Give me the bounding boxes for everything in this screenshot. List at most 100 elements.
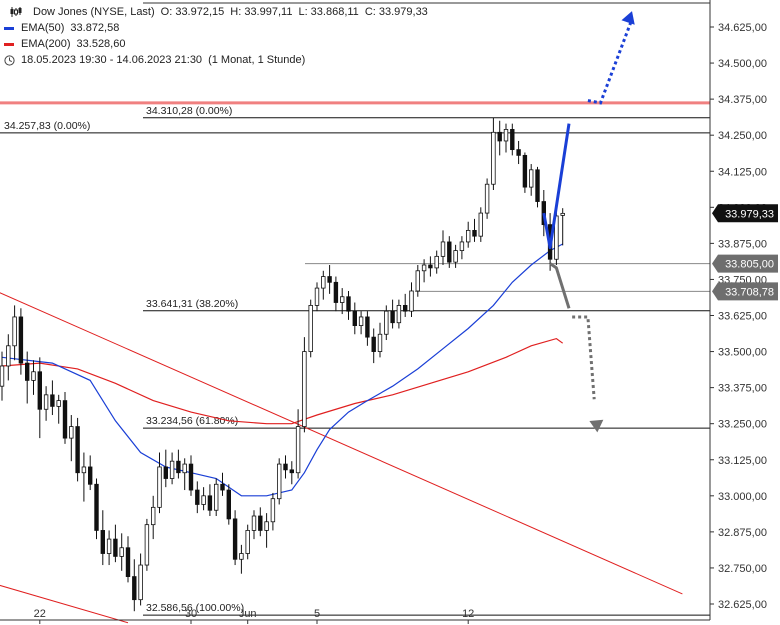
trendline <box>0 584 129 624</box>
candle <box>220 472 225 496</box>
candle <box>24 351 30 404</box>
candle <box>56 394 61 424</box>
candle <box>276 458 282 505</box>
candle <box>100 510 105 566</box>
candle-body <box>157 466 162 508</box>
candle <box>321 270 326 300</box>
y-tick-label: 32.625,00 <box>718 599 767 611</box>
legend-title: Dow Jones (NYSE, Last) <box>33 6 155 18</box>
bull-scenario-solid <box>542 123 571 250</box>
candle <box>264 513 269 548</box>
candle <box>207 484 213 517</box>
candlestick-icon <box>10 7 24 17</box>
y-tick-label: 32.875,00 <box>718 527 767 539</box>
candle <box>428 256 433 277</box>
candle <box>75 417 80 482</box>
candle <box>6 334 11 381</box>
legend-ema200-row: EMA(200) 33.528,60 <box>4 36 428 52</box>
candle-body <box>31 371 36 381</box>
price-tag-text: 33.979,33 <box>725 208 774 220</box>
candle <box>195 481 200 514</box>
candle-body <box>24 362 30 381</box>
candle-body <box>6 345 11 367</box>
candle-body <box>12 316 17 347</box>
candle-body <box>314 287 320 306</box>
candle-body <box>421 264 427 272</box>
legend-range: 18.05.2023 19:30 - 14.06.2023 21:30 <box>21 54 203 66</box>
candle-body <box>150 506 156 526</box>
candle-body <box>69 426 74 439</box>
bear-scenario-solid <box>549 262 571 309</box>
candle-body <box>333 281 339 303</box>
candle <box>459 236 465 260</box>
candle <box>396 299 402 329</box>
price-tag-text: 33.805,00 <box>725 259 774 271</box>
candle <box>144 518 150 571</box>
candle <box>188 455 194 496</box>
y-tick-label: 34.250,00 <box>718 130 767 142</box>
price-tag: 33.708,78 <box>712 282 778 301</box>
candle <box>132 559 137 612</box>
candle-body <box>195 489 200 505</box>
candle <box>88 455 93 491</box>
horizontal-levels: 34.310,28 (0.00%) 34.257,83 (0.00%) 33.641… <box>0 101 710 616</box>
candle <box>377 322 383 358</box>
level-label: 32.586,56 (100.00%) <box>146 602 244 614</box>
candle <box>163 449 168 488</box>
candle-body <box>428 264 433 269</box>
candle <box>346 290 351 320</box>
candle-body <box>75 426 80 474</box>
legend-low: L: 33.868,11 <box>298 6 359 18</box>
candle <box>157 452 162 514</box>
candle-body <box>264 521 269 531</box>
candle-body <box>188 463 194 491</box>
legend-ema200-label: EMA(200) <box>21 38 71 50</box>
candle-body <box>440 241 446 257</box>
candle-body <box>510 129 515 151</box>
candle <box>62 391 68 444</box>
candle <box>226 484 231 525</box>
legend-ema200-value: 33.528,60 <box>76 38 126 50</box>
candle-body <box>529 169 534 188</box>
candle-body <box>352 310 357 326</box>
candle <box>516 140 521 165</box>
candle <box>497 120 502 156</box>
candle-body <box>201 495 206 505</box>
candle-body <box>169 460 175 479</box>
price-tag-shape <box>712 204 778 223</box>
candle-body <box>62 400 68 439</box>
candle <box>31 360 36 395</box>
candle <box>434 250 439 274</box>
candle-body <box>220 483 225 491</box>
bull-scenario-dotted <box>587 18 634 105</box>
candle-body <box>270 498 276 523</box>
candle <box>308 299 313 358</box>
candle <box>384 305 389 341</box>
candle-body <box>81 466 87 474</box>
candle <box>302 337 307 433</box>
bear-arrow-head <box>589 419 604 433</box>
level-label: 33.234,56 (61.80%) <box>146 415 238 427</box>
candle <box>138 553 143 606</box>
candle <box>201 487 206 511</box>
candle-body <box>541 201 546 226</box>
legend-close: C: 33.979,33 <box>364 6 428 18</box>
candle-body <box>245 530 250 554</box>
candle <box>503 123 509 153</box>
candle <box>522 152 528 193</box>
level-label: 34.310,28 (0.00%) <box>146 105 232 117</box>
candle-body <box>88 466 93 485</box>
candle-body <box>491 131 496 185</box>
time-axis: 22 30 Jun 5 12 <box>34 608 474 624</box>
candle <box>371 328 376 364</box>
candle-body <box>384 310 389 335</box>
ema200-line <box>1 337 564 425</box>
candle-body <box>402 305 408 312</box>
candle-body <box>251 515 257 531</box>
candle <box>510 123 515 156</box>
candle <box>560 208 565 246</box>
candle <box>465 221 471 248</box>
candle <box>125 536 131 583</box>
candle <box>0 351 5 401</box>
